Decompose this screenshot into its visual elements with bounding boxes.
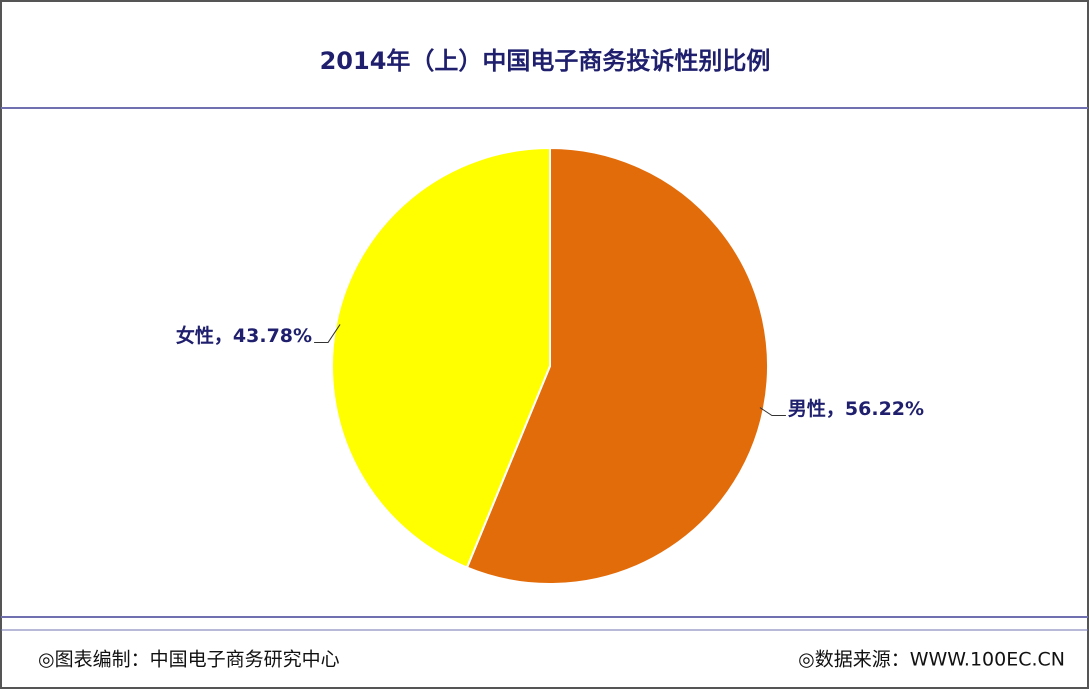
leader-line (759, 407, 786, 417)
pie-slice (465, 146, 769, 585)
data-label: 女性，43.78% (176, 324, 312, 347)
chart-title: 2014年（上）中国电子商务投诉性别比例 (320, 47, 771, 75)
pie-slice (330, 146, 551, 569)
leader-line (314, 324, 341, 343)
credit: ◎图表编制：中国电子商务研究中心 (38, 649, 340, 671)
data-label: 男性，56.22% (788, 397, 924, 420)
source: ◎数据来源：WWW.100EC.CN (798, 649, 1065, 671)
